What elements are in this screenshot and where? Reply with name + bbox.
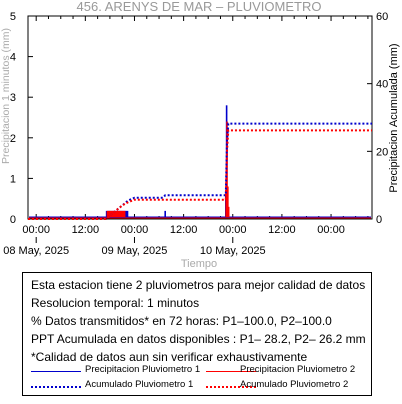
- legend-swatch-p1: [31, 371, 81, 372]
- y-left-tick-label: 4: [10, 52, 16, 64]
- date-label: 09 May, 2025: [102, 245, 168, 257]
- legend-label-acc2: Acumulado Pluviometro 2: [240, 379, 349, 390]
- y-left-tick-label: 0: [10, 214, 16, 226]
- accum-line-2: [28, 129, 372, 220]
- x-tick-label: 12:00: [72, 224, 100, 236]
- y-left-tick-label: 5: [10, 11, 16, 23]
- y-axis-right-label: Precipitacion Acumulada (mm): [388, 43, 400, 192]
- date-label: 10 May, 2025: [200, 245, 266, 257]
- y-right-tick-label: 60: [376, 11, 388, 23]
- y-right-tick-label: 0: [376, 214, 382, 226]
- legend-label-acc1: Acumulado Pluviometro 1: [85, 379, 194, 390]
- info-box: Esta estacion tiene 2 pluviometros para …: [22, 272, 372, 396]
- y-left-tick-label: 3: [10, 92, 16, 104]
- legend-label-p1: Precipitacion Pluviometro 1: [85, 364, 201, 375]
- x-tick-label: 00:00: [121, 224, 149, 236]
- x-tick-label: 00:00: [22, 224, 50, 236]
- x-tick-label: 12:00: [268, 224, 296, 236]
- legend-swatch-acc2: [206, 386, 256, 388]
- accum-line-1: [28, 122, 372, 220]
- x-tick-label: 00:00: [219, 224, 247, 236]
- x-tick-label: 12:00: [170, 224, 198, 236]
- rain-chart: 456. ARENYS DE MAR – PLUVIOMETRO Precipi…: [0, 0, 400, 270]
- legend-swatch-p2: [206, 371, 256, 372]
- legend-swatch-acc1: [31, 386, 81, 388]
- y-axis-left-label: Precipitacion 1 minutos (mm): [0, 28, 12, 164]
- date-label: 08 May, 2025: [3, 245, 69, 257]
- x-tick-label: 00:00: [317, 224, 345, 236]
- y-right-tick-label: 20: [376, 146, 388, 158]
- y-left-tick-label: 2: [10, 133, 16, 145]
- y-right-tick-label: 40: [376, 79, 388, 91]
- info-line-accumulated: PPT Acumulada en datos disponibles : P1–…: [31, 332, 366, 346]
- info-line-resolution: Resolucion temporal: 1 minutos: [31, 296, 200, 310]
- legend-label-p2: Precipitacion Pluviometro 2: [240, 364, 356, 375]
- info-line-quality: *Calidad de datos aun sin verificar exha…: [31, 350, 308, 364]
- x-axis-label: Tiempo: [181, 258, 217, 270]
- chart-title: 456. ARENYS DE MAR – PLUVIOMETRO: [77, 0, 322, 14]
- plot-frame: [27, 15, 373, 220]
- info-line-stations: Esta estacion tiene 2 pluviometros para …: [31, 278, 366, 292]
- y-left-tick-label: 1: [10, 173, 16, 185]
- info-line-transmitted: % Datos transmitidos* en 72 horas: P1–10…: [31, 314, 332, 328]
